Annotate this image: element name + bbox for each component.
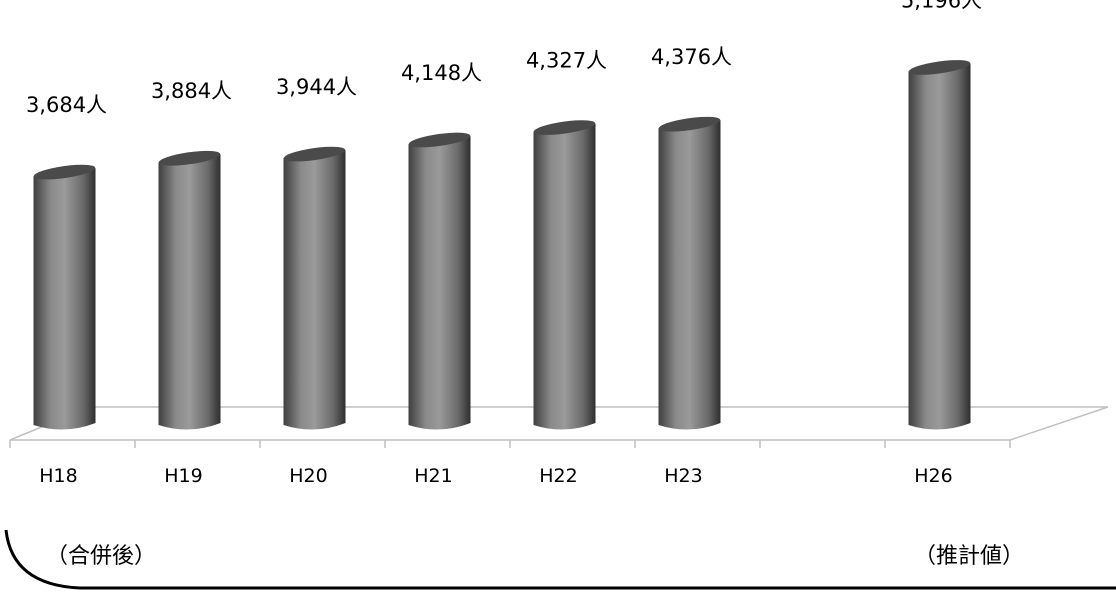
category-label: H22 bbox=[539, 465, 577, 487]
data-label: 4,327人 bbox=[526, 49, 607, 73]
data-label: 3,944人 bbox=[276, 75, 357, 99]
category-label: H23 bbox=[664, 465, 702, 487]
bars-group bbox=[33, 60, 971, 430]
bar bbox=[158, 150, 221, 430]
bar bbox=[908, 60, 971, 430]
data-label: 4,148人 bbox=[401, 61, 482, 85]
bar-body bbox=[408, 135, 471, 430]
data-label: 4,376人 bbox=[651, 45, 732, 69]
data-labels-group: 3,684人 3,884人 3,944人 4,148人 4,327人 4,376人 5,19… bbox=[26, 0, 982, 117]
bar bbox=[533, 120, 596, 430]
bar-body bbox=[283, 150, 346, 430]
category-label: H20 bbox=[289, 465, 327, 487]
bar bbox=[658, 116, 721, 430]
bar-cap bbox=[908, 60, 971, 75]
category-label: H19 bbox=[164, 465, 202, 487]
bar bbox=[283, 146, 346, 430]
bar bbox=[33, 164, 96, 430]
data-label: 3,684人 bbox=[26, 93, 107, 117]
bar-body bbox=[33, 168, 96, 430]
bar-cap bbox=[658, 116, 721, 132]
bar bbox=[408, 132, 471, 430]
data-label: 5,196人 bbox=[901, 0, 982, 12]
category-label: H18 bbox=[39, 465, 77, 487]
bar-cap bbox=[283, 146, 346, 162]
category-labels-group: H18 H19 H20 H21 H22 H23 H26 bbox=[39, 465, 952, 487]
bar-body bbox=[658, 120, 721, 430]
bar-body bbox=[908, 63, 971, 430]
category-label: H21 bbox=[414, 465, 452, 487]
bar-cap bbox=[158, 150, 221, 166]
bar-cap bbox=[33, 164, 96, 180]
bar-body bbox=[533, 123, 596, 430]
merged-after-note: （合併後） bbox=[46, 544, 157, 569]
bar-cap bbox=[408, 132, 471, 148]
bar-body bbox=[158, 154, 221, 430]
estimated-value-note: （推計値） bbox=[914, 544, 1025, 569]
x-axis-ticks bbox=[9, 440, 1011, 448]
bar-cap bbox=[533, 120, 596, 135]
data-label: 3,884人 bbox=[151, 79, 232, 103]
category-label: H26 bbox=[914, 465, 952, 487]
frame-border bbox=[4, 529, 1116, 590]
